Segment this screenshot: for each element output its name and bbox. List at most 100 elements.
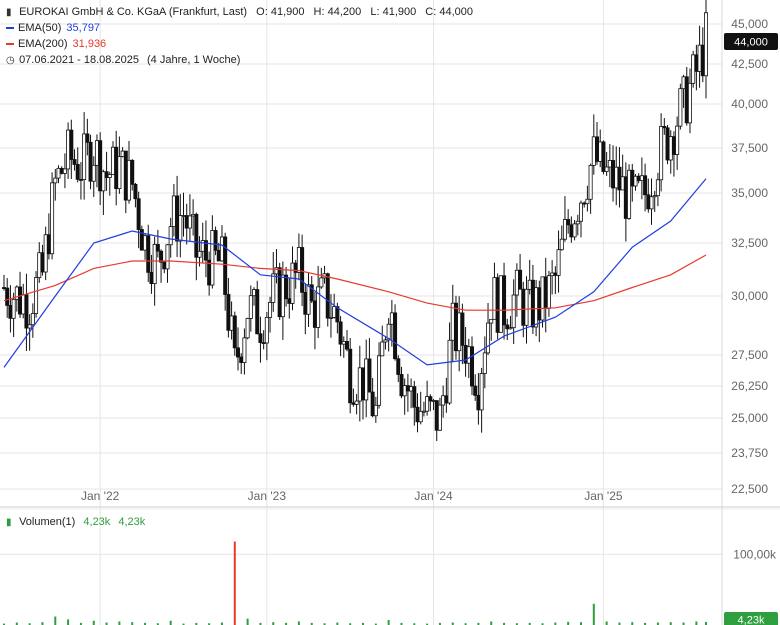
candle-down [566, 219, 571, 226]
price-axis: 45,000 42,500 40,000 37,500 35,000 32,500 30,0… [731, 17, 768, 496]
volume-bar [618, 622, 621, 625]
candle-up [43, 234, 48, 273]
candle-down [213, 230, 218, 251]
candle-up [620, 176, 625, 191]
candle-down [114, 146, 119, 190]
candle-up [290, 262, 295, 304]
candle-up [633, 175, 638, 187]
candle-up [152, 244, 157, 285]
candle-up [627, 169, 632, 219]
candle-down [88, 141, 93, 182]
candle-down [162, 261, 167, 270]
volume-bar [374, 623, 377, 625]
open-label: O: [256, 6, 268, 18]
volume-bars [3, 541, 707, 625]
candle-up [354, 400, 359, 405]
grid-lines [0, 0, 722, 625]
candle-up [127, 159, 132, 201]
candle-up [546, 275, 551, 309]
candle-up [492, 277, 497, 320]
candle-up [319, 277, 324, 288]
volume-bar [579, 622, 582, 625]
candle-up [242, 337, 247, 363]
price-tick-label: 45,000 [731, 17, 768, 31]
candle-down [175, 195, 180, 242]
candle-up [341, 341, 346, 345]
candle-down [543, 276, 548, 309]
candle-up [588, 164, 593, 200]
candle-down [344, 341, 349, 350]
candle-up [219, 236, 224, 262]
candle-down [595, 136, 600, 162]
price-tick-label: 23,750 [731, 446, 768, 460]
volume-axis: 100,00k [733, 547, 777, 561]
candle-up [482, 352, 487, 374]
candle-up [704, 12, 709, 77]
price-tick-label: 40,000 [731, 97, 768, 111]
close-value: 44,000 [439, 6, 474, 18]
candle-down [361, 367, 366, 401]
candle-up [248, 295, 253, 319]
candle-up [652, 195, 657, 198]
price-tick-label: 37,500 [731, 141, 768, 155]
candle-down [72, 159, 77, 165]
candle-down [453, 302, 458, 352]
volume-badge: 4,23k [724, 612, 778, 625]
volume-bar [28, 623, 31, 625]
candle-down [133, 183, 138, 200]
candle-up [328, 316, 333, 319]
candle-down [396, 358, 401, 375]
volume-bar [605, 621, 608, 625]
candle-down [136, 198, 141, 230]
candle-up [649, 196, 654, 210]
legend-ema200[interactable]: EMA(200) 31,936 [6, 38, 106, 50]
candle-down [502, 275, 507, 326]
candle-down [24, 294, 29, 329]
candle-down [611, 160, 616, 189]
candle-down [476, 394, 481, 411]
candle-down [444, 395, 449, 404]
volume-bar [285, 622, 288, 625]
candle-up [386, 323, 391, 341]
candle-up [168, 226, 173, 246]
candle-up [268, 301, 273, 318]
volume-bar [631, 622, 634, 625]
candle-down [85, 133, 90, 143]
candle-up [264, 317, 269, 344]
candle-up [418, 410, 423, 423]
candle-up [94, 140, 99, 166]
candle-up [364, 358, 369, 401]
candle-down [569, 224, 574, 238]
price-tick-label: 42,500 [731, 57, 768, 71]
ema200-swatch [6, 43, 14, 46]
volume-bar [554, 622, 557, 625]
volume-bar [567, 621, 570, 625]
candle-up [524, 288, 529, 326]
candle-up [181, 215, 186, 217]
low-label: L: [370, 6, 380, 18]
candle-up [402, 385, 407, 397]
volume-bar [208, 623, 211, 625]
volume-bar [682, 622, 685, 625]
candle-up [486, 322, 491, 354]
volume-bar [67, 619, 70, 625]
legend-ema50[interactable]: EMA(50) 35,797 [6, 22, 100, 34]
candle-down [284, 274, 289, 300]
candle-down [40, 252, 45, 273]
legend-title-row: ▮ EUROKAI GmbH & Co. KGaA (Frankfurt, La… [6, 6, 473, 18]
candle-down [495, 277, 500, 333]
volume-bar [592, 603, 595, 625]
candle-up [585, 198, 590, 205]
volume-bar [233, 541, 236, 625]
candle-down [309, 284, 314, 302]
candle-up [598, 141, 603, 162]
volume-bar [362, 622, 365, 625]
candle-up [421, 410, 426, 413]
candle-down [521, 288, 526, 326]
candle-down [415, 406, 420, 423]
candle-down [303, 291, 308, 315]
volume-bar [503, 622, 506, 625]
candle-up [498, 275, 503, 333]
candle-up [534, 287, 539, 328]
